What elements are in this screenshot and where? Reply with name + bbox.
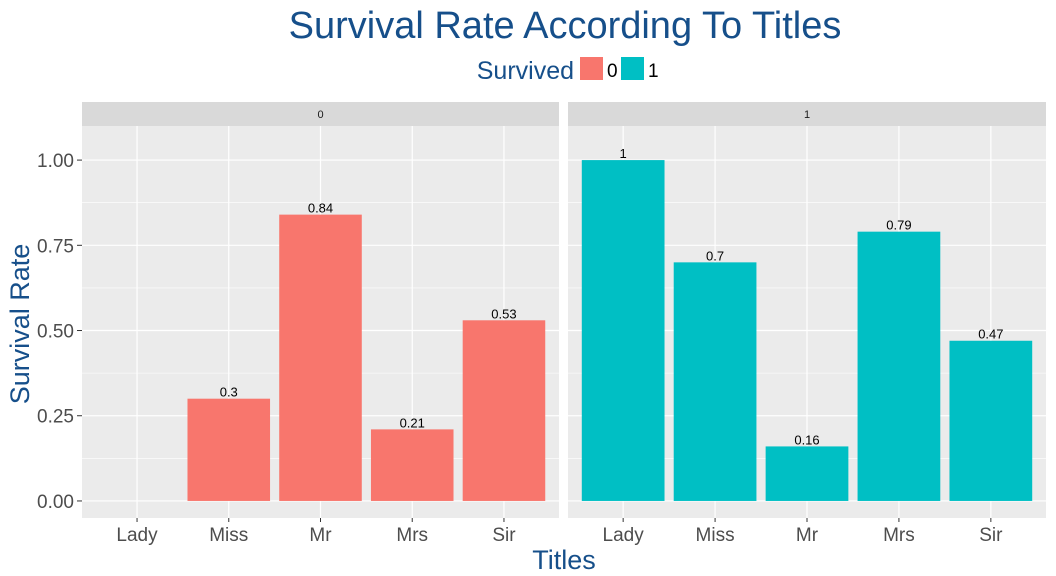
facet-strip [82,102,559,126]
facet-strip-label: 1 [804,109,810,121]
data-label: 0.47 [978,327,1003,342]
bar-mr [765,446,849,501]
bar-mrs [857,231,941,501]
x-tick-label: Mr [309,525,332,546]
bar-lady [581,160,665,501]
legend-label-1: 1 [648,61,659,82]
data-label: 0.79 [886,218,911,233]
data-label: 0.53 [491,306,516,321]
x-tick-label: Lady [603,525,645,546]
legend-key-1 [621,57,644,80]
legend: Survived 0 1 [477,57,659,85]
x-tick-label: Miss [696,525,735,546]
bar-sir [949,340,1033,501]
bar-miss [673,262,757,501]
chart-title: Survival Rate According To Titles [289,5,842,47]
facet-panel-0: 0 0.3 0.84 0.21 0.53 Lady Miss Mr Mrs Sir [82,102,559,546]
x-tick-label: Mr [796,525,819,546]
data-label: 0.3 [220,385,238,400]
y-tick-label: 1.00 [37,151,74,172]
facet-panel-1: 1 1 0.7 0.16 0.79 0.47 Lady Miss Mr Mrs Sir [568,102,1046,546]
data-label: 0.7 [706,248,724,263]
bar-sir [462,320,546,501]
y-tick-label: 0.25 [37,407,74,428]
data-label: 0.21 [400,415,425,430]
legend-title: Survived [477,57,574,85]
y-axis-title: Survival Rate [5,244,35,405]
data-label: 1 [620,146,627,161]
x-tick-label: Miss [209,525,248,546]
data-label: 0.84 [308,201,333,216]
y-tick-label: 0.00 [37,492,74,513]
facet-strip-label: 0 [317,109,323,121]
bar-mr [279,214,362,501]
bar-mrs [370,429,454,501]
y-tick-label: 0.75 [37,236,74,257]
legend-label-0: 0 [607,61,618,82]
data-label: 0.16 [794,432,819,447]
legend-key-0 [580,57,603,80]
bar-miss [187,398,271,501]
x-axis-title: Titles [532,545,596,575]
x-tick-label: Sir [979,525,1003,546]
x-tick-label: Sir [492,525,516,546]
x-tick-label: Lady [116,525,158,546]
x-tick-label: Mrs [883,525,915,546]
plot-area: 0.00 0.25 0.50 0.75 1.00 0 0.3 0.84 0.21 0.53 Lady… [37,102,1046,546]
x-tick-label: Mrs [396,525,428,546]
y-tick-label: 0.50 [37,322,74,343]
facet-strip [568,102,1046,126]
